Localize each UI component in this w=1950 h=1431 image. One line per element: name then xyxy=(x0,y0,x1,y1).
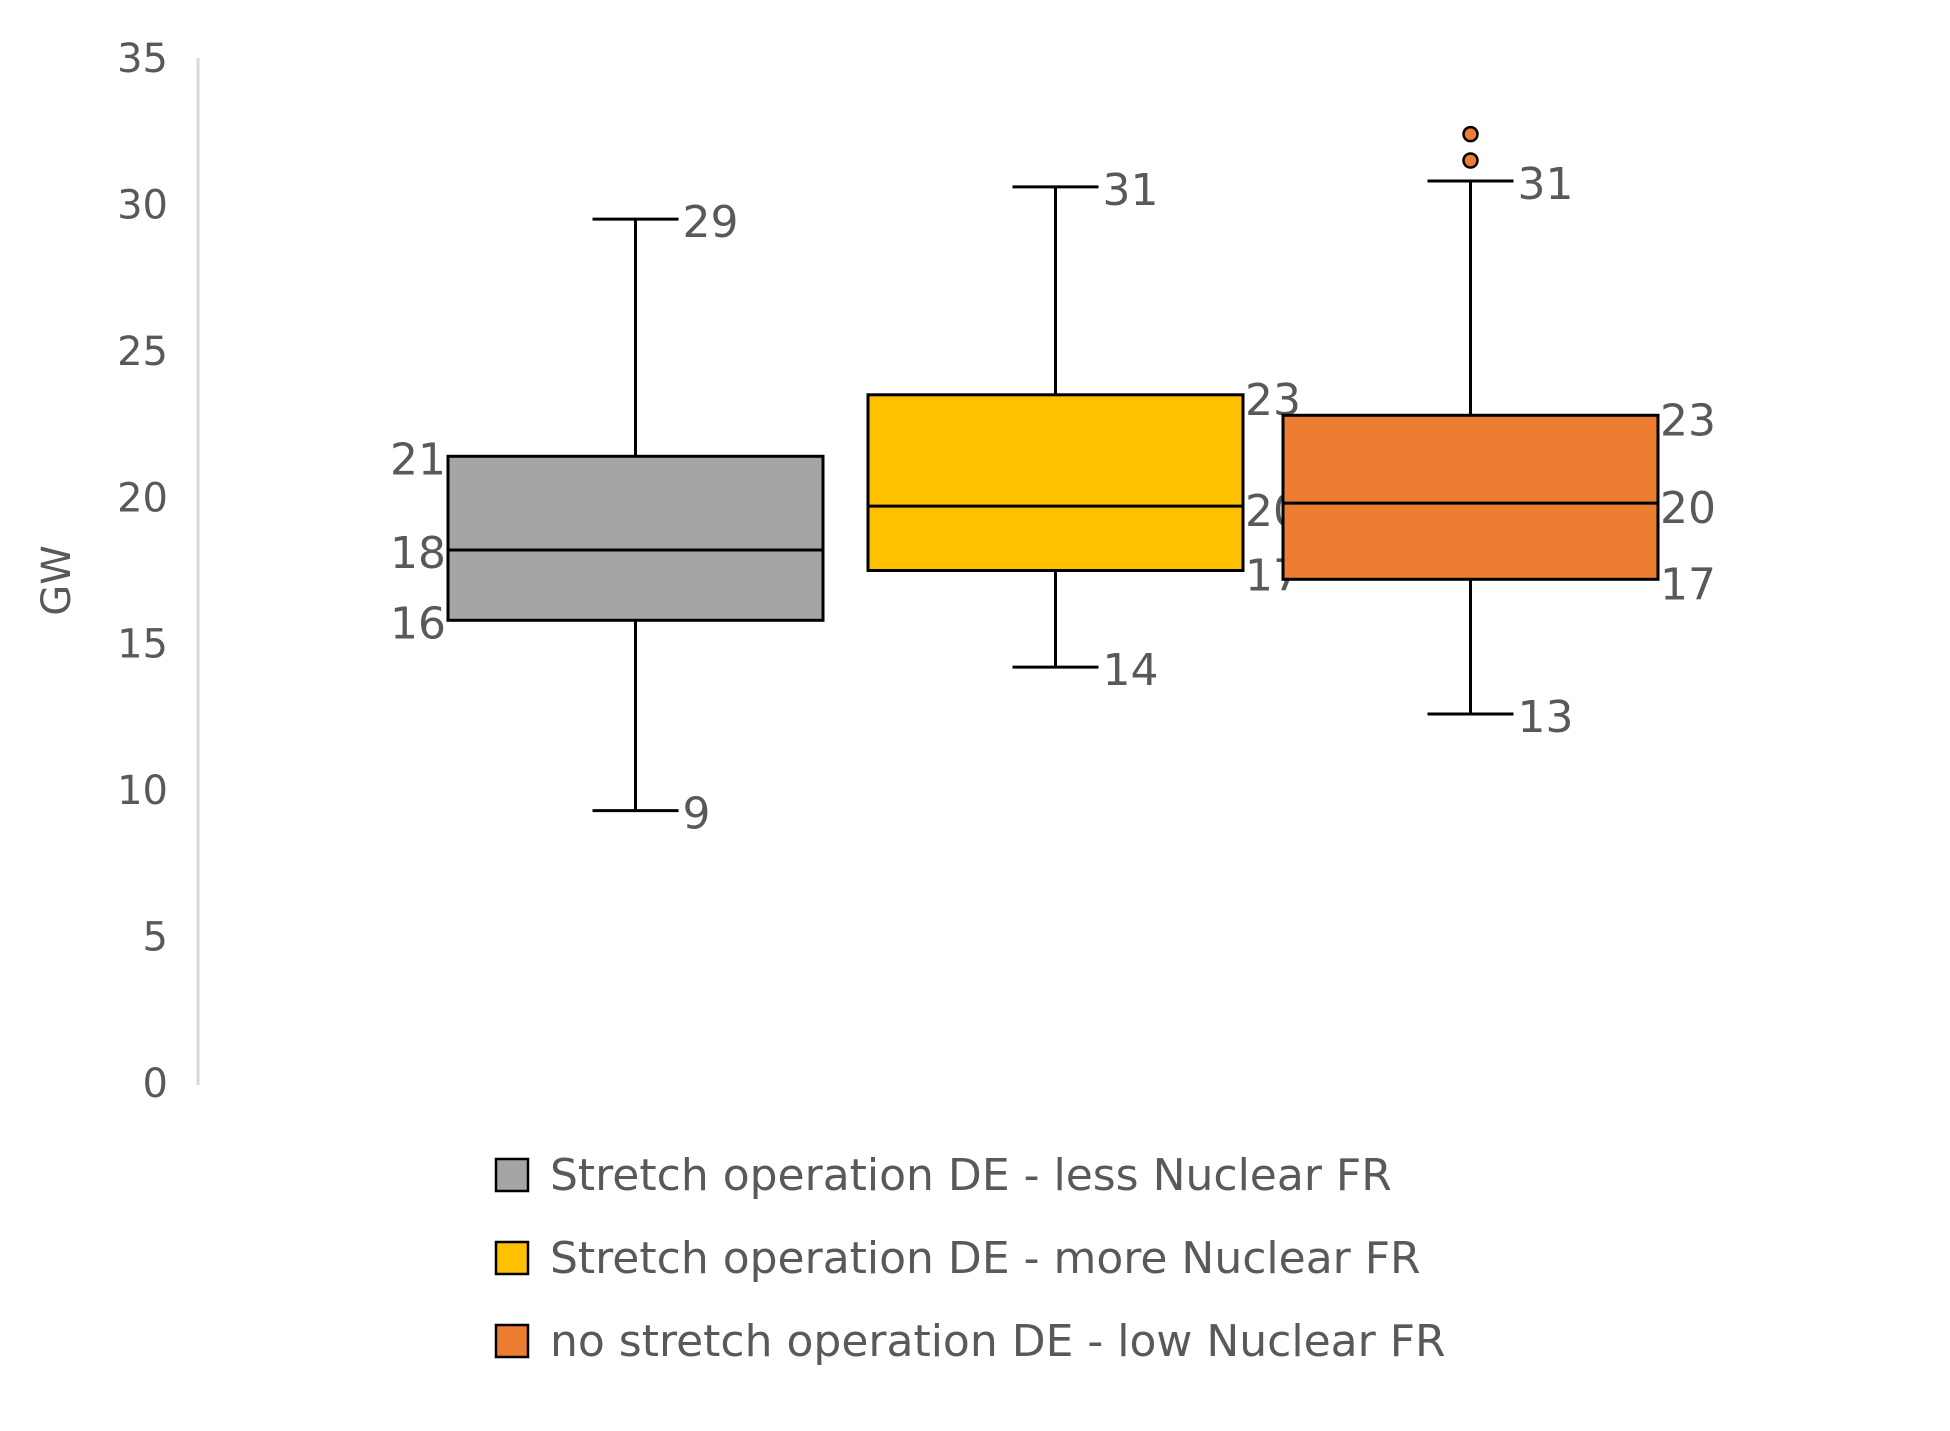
q3-label: 21 xyxy=(390,434,446,485)
y-tick-label: 15 xyxy=(117,622,168,668)
whisker-high-label: 29 xyxy=(683,197,739,248)
whisker-high-label: 31 xyxy=(1518,159,1574,210)
box-1 xyxy=(446,454,825,622)
box-3 xyxy=(1281,413,1660,581)
median-label: 18 xyxy=(390,528,446,579)
y-tick-label: 35 xyxy=(117,36,168,82)
median-label: 20 xyxy=(1660,483,1716,534)
q3-label: 23 xyxy=(1660,395,1716,446)
y-tick-label: 30 xyxy=(117,182,168,228)
legend-swatch xyxy=(494,1240,530,1276)
legend-label: Stretch operation DE - more Nuclear FR xyxy=(550,1233,1421,1284)
legend-swatch xyxy=(494,1323,530,1359)
y-tick-label: 5 xyxy=(143,915,168,961)
legend-label: no stretch operation DE - low Nuclear FR xyxy=(550,1316,1446,1367)
y-tick-label: 0 xyxy=(143,1061,168,1107)
y-tick-label: 25 xyxy=(117,329,168,375)
box-2 xyxy=(866,393,1245,572)
whisker-low-label: 13 xyxy=(1518,692,1574,743)
whisker-low-label: 14 xyxy=(1103,645,1159,696)
outlier-point xyxy=(1462,125,1479,143)
y-tick-label: 20 xyxy=(117,475,168,521)
outlier-point xyxy=(1462,152,1479,169)
whisker-high-label: 31 xyxy=(1103,165,1159,216)
whisker-low-label: 9 xyxy=(683,789,711,840)
q1-label: 17 xyxy=(1660,559,1716,610)
legend-label: Stretch operation DE - less Nuclear FR xyxy=(550,1150,1392,1201)
q1-label: 16 xyxy=(390,598,446,649)
y-tick-label: 10 xyxy=(117,768,168,814)
y-axis-title: GW xyxy=(34,545,80,616)
legend-swatch xyxy=(494,1157,530,1193)
